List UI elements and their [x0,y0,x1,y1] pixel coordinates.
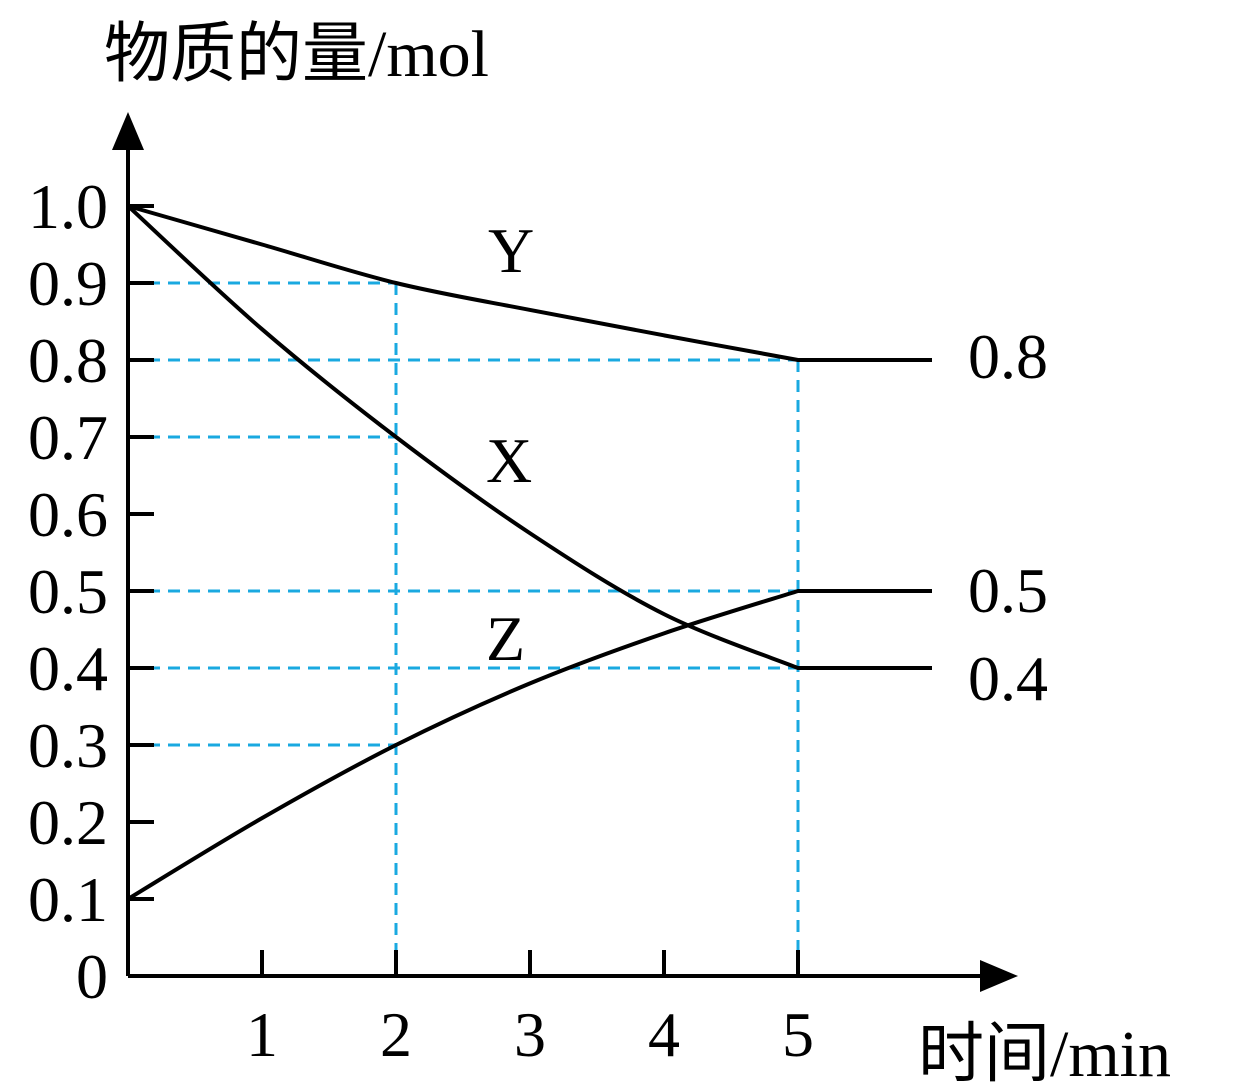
y-tick-label-8: 0.8 [28,325,108,396]
x-axis-arrow-icon [980,960,1018,992]
end-label-z: 0.5 [968,555,1048,626]
y-axis-title: 物质的量/mol [104,18,489,91]
guide-lines [128,281,800,950]
x-tick-label-4: 5 [782,999,814,1070]
series-line-y [127,204,932,362]
end-label-y: 0.8 [968,321,1048,392]
end-label-x: 0.4 [968,643,1048,714]
series-lines [126,204,932,901]
y-tick-label-6: 0.6 [28,479,108,550]
y-tick-label-4: 0.4 [28,633,108,704]
x-tick-label-0: 1 [246,999,278,1070]
series-line-z [126,589,932,901]
y-tick-label-7: 0.7 [28,402,108,473]
y-tick-label-10: 1.0 [28,171,108,242]
y-tick-label-3: 0.3 [28,710,108,781]
x-axis-title: 时间/min [918,1018,1171,1090]
y-tick-label-1: 0.1 [28,864,108,935]
y-tick-label-5: 0.5 [28,556,108,627]
series-label-x: X [486,425,532,496]
y-tick-label-0: 0 [76,941,108,1012]
axes [112,112,1018,992]
series-label-y: Y [488,215,534,286]
ticks: 1 2 3 4 5 00.10.20.30.40.50.60.70.80.91.0 [28,171,814,1070]
x-tick-label-3: 4 [648,999,680,1070]
y-tick-label-2: 0.2 [28,787,108,858]
x-tick-label-1: 2 [380,999,412,1070]
x-tick-label-2: 3 [514,999,546,1070]
y-axis-arrow-icon [112,112,144,150]
y-tick-label-9: 0.9 [28,248,108,319]
series-label-z: Z [486,603,525,674]
